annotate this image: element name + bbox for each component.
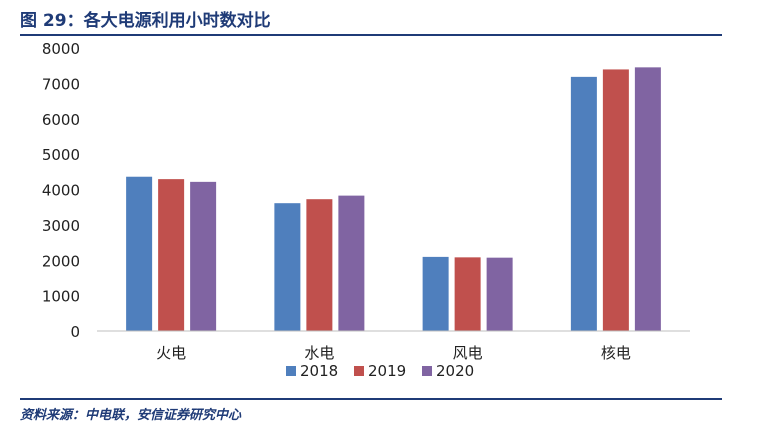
title-divider bbox=[20, 34, 722, 36]
source-note: 资料来源：中电联，安信证券研究中心 bbox=[20, 408, 242, 423]
bar-2018-3 bbox=[570, 76, 597, 331]
figure-title: 图 29：各大电源利用小时数对比 bbox=[20, 11, 271, 31]
bar-2019-3 bbox=[602, 69, 629, 331]
bar-2020-3 bbox=[634, 67, 661, 331]
x-category-label: 风电 bbox=[453, 344, 483, 362]
y-tick-label: 0 bbox=[70, 323, 80, 341]
bar-2018-2 bbox=[422, 256, 449, 331]
chart-legend: 2018 2019 2020 bbox=[286, 362, 474, 380]
y-tick-label: 8000 bbox=[42, 40, 80, 58]
y-tick-label: 7000 bbox=[42, 75, 80, 93]
y-tick-label: 6000 bbox=[42, 111, 80, 129]
y-tick-label: 5000 bbox=[42, 146, 80, 164]
legend-label-2020: 2020 bbox=[436, 362, 474, 380]
bar-2019-1 bbox=[306, 199, 333, 331]
x-axis-labels: 火电 水电 风电 核电 bbox=[156, 344, 631, 362]
y-tick-label: 2000 bbox=[42, 252, 80, 270]
x-category-label: 核电 bbox=[601, 344, 631, 362]
footer-divider bbox=[20, 398, 722, 400]
bar-2018-0 bbox=[126, 176, 153, 331]
bar-2020-0 bbox=[190, 181, 217, 331]
x-category-label: 火电 bbox=[156, 344, 186, 362]
bar-2020-2 bbox=[486, 257, 513, 331]
y-tick-label: 4000 bbox=[42, 182, 80, 200]
legend-swatch-2020 bbox=[422, 366, 432, 376]
x-category-label: 水电 bbox=[304, 344, 334, 362]
y-tick-label: 1000 bbox=[42, 288, 80, 306]
legend-swatch-2019 bbox=[354, 366, 364, 376]
legend-label-2019: 2019 bbox=[368, 362, 406, 380]
bar-2019-0 bbox=[158, 179, 185, 331]
legend-swatch-2018 bbox=[286, 366, 296, 376]
y-tick-label: 3000 bbox=[42, 217, 80, 235]
bar-2020-1 bbox=[338, 195, 365, 331]
bar-group bbox=[126, 67, 661, 331]
bar-2018-1 bbox=[274, 203, 301, 331]
legend-label-2018: 2018 bbox=[300, 362, 338, 380]
bar-2019-2 bbox=[454, 257, 481, 331]
y-axis-labels: 0 1000 2000 3000 4000 5000 6000 7000 8000 bbox=[42, 40, 80, 341]
